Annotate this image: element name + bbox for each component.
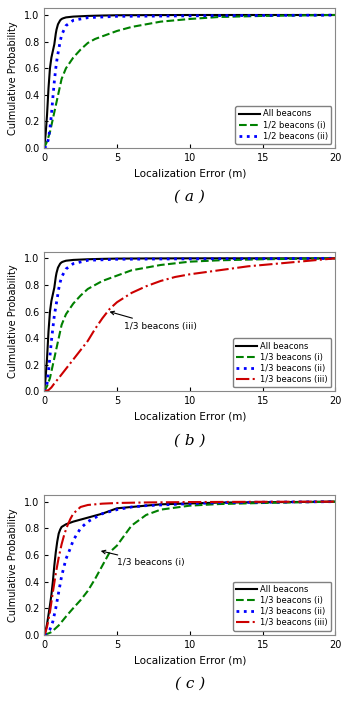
X-axis label: Localization Error (m): Localization Error (m) [134,168,246,178]
Legend: All beacons, 1/3 beacons (i), 1/3 beacons (ii), 1/3 beacons (iii): All beacons, 1/3 beacons (i), 1/3 beacon… [233,582,331,630]
Legend: All beacons, 1/2 beacons (i), 1/2 beacons (ii): All beacons, 1/2 beacons (i), 1/2 beacon… [235,106,331,144]
Y-axis label: Culmulative Probability: Culmulative Probability [8,265,18,379]
X-axis label: Localization Error (m): Localization Error (m) [134,655,246,666]
Text: ( a ): ( a ) [174,190,205,204]
Text: ( b ): ( b ) [174,434,205,448]
Y-axis label: Culmulative Probability: Culmulative Probability [8,21,18,135]
Text: 1/3 beacons (iii): 1/3 beacons (iii) [111,311,197,331]
Text: 1/3 beacons (i): 1/3 beacons (i) [102,551,184,568]
Text: ( c ): ( c ) [175,677,205,691]
Legend: All beacons, 1/3 beacons (i), 1/3 beacons (ii), 1/3 beacons (iii): All beacons, 1/3 beacons (i), 1/3 beacon… [233,338,331,387]
X-axis label: Localization Error (m): Localization Error (m) [134,412,246,422]
Y-axis label: Culmulative Probability: Culmulative Probability [8,508,18,622]
